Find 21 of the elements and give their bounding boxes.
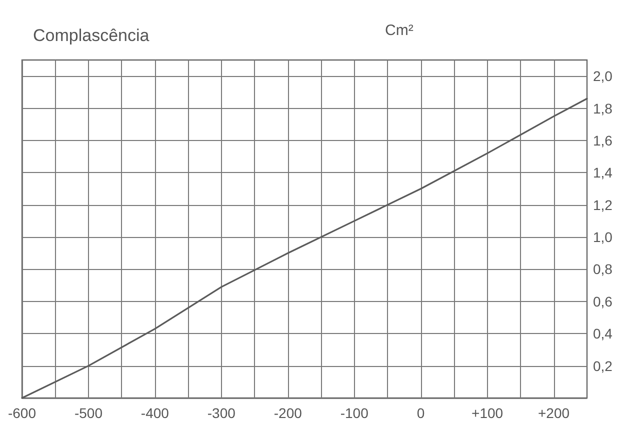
x-tick-label: +100 bbox=[472, 405, 504, 421]
x-tick-label: +200 bbox=[538, 405, 570, 421]
x-tick-label: -100 bbox=[340, 405, 369, 421]
y-tick-label: 0,4 bbox=[593, 326, 613, 342]
x-tick-label: -600 bbox=[8, 405, 36, 421]
y-tick-label: 1,4 bbox=[593, 164, 613, 181]
y-axis-title: Cm² bbox=[385, 22, 414, 39]
x-tick-label: -300 bbox=[207, 405, 236, 421]
y-tick-label: 1,2 bbox=[593, 196, 613, 213]
x-tick-label: -400 bbox=[140, 405, 170, 421]
x-tick-label: -500 bbox=[74, 405, 103, 421]
y-tick-label: 1,0 bbox=[593, 229, 613, 246]
y-tick-label: 1,8 bbox=[593, 100, 613, 116]
y-tick-label: 0,8 bbox=[593, 261, 613, 278]
y-tick-label: 0,6 bbox=[593, 293, 613, 310]
x-tick-label: 0 bbox=[416, 405, 425, 421]
y-tick-label: 1,6 bbox=[593, 132, 613, 148]
x-tick-label: -200 bbox=[274, 405, 302, 421]
y-tick-label: 2,0 bbox=[593, 68, 613, 84]
chart-title: Complascência bbox=[33, 26, 150, 45]
y-tick-label: 0,2 bbox=[593, 358, 613, 374]
